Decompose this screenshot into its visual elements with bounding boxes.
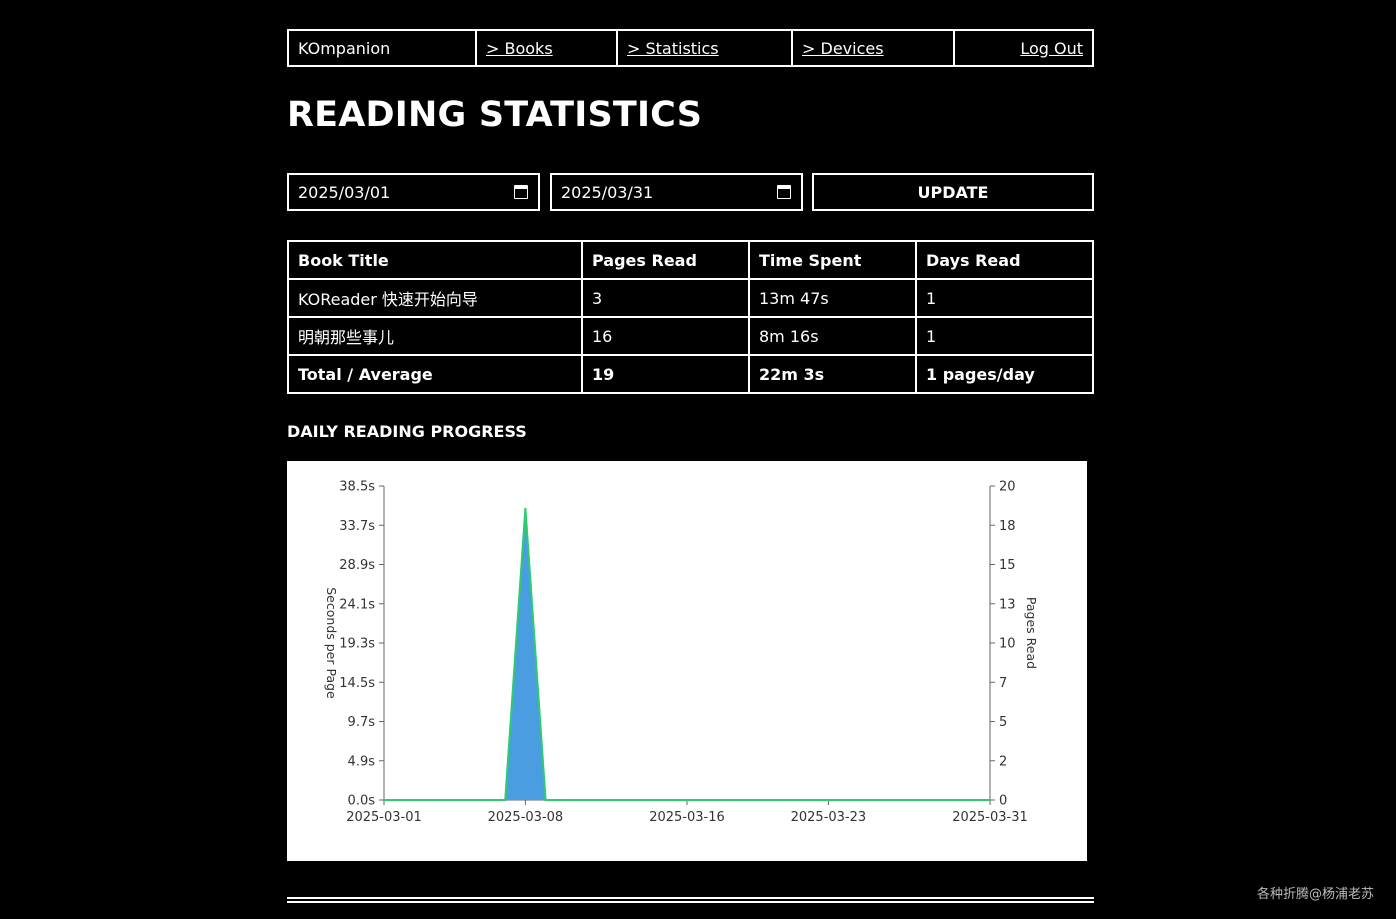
section-title: DAILY READING PROGRESS bbox=[287, 422, 527, 441]
start-date-input[interactable]: 2025/03/01 bbox=[287, 173, 540, 211]
series-line-pages-read bbox=[384, 507, 990, 801]
y-tick-label: 9.7s bbox=[348, 715, 376, 730]
nav-item-statistics[interactable]: > Statistics bbox=[618, 31, 793, 65]
pages-read-cell: 16 bbox=[581, 316, 750, 356]
statistics-link[interactable]: > Statistics bbox=[627, 38, 719, 58]
y-tick-label: 28.9s bbox=[339, 558, 375, 573]
column-header: Book Title bbox=[287, 240, 583, 280]
table-row: 明朝那些事儿 16 8m 16s 1 bbox=[287, 316, 1094, 356]
nav-brand: KOmpanion bbox=[289, 31, 477, 65]
book-title-cell: KOReader 快速开始向导 bbox=[287, 278, 583, 318]
book-title-cell: 明朝那些事儿 bbox=[287, 316, 583, 356]
y2-axis-title: Pages Read bbox=[1024, 597, 1039, 669]
x-tick-label: 2025-03-08 bbox=[488, 810, 564, 825]
x-tick-label: 2025-03-01 bbox=[346, 810, 422, 825]
y2-tick-label: 15 bbox=[999, 558, 1016, 573]
books-link[interactable]: > Books bbox=[486, 38, 553, 58]
column-header: Time Spent bbox=[748, 240, 917, 280]
daily-reading-chart: 0.0s 4.9s 9.7s 14.5s 19.3s 24.1s 28.9s 33.7s 38.… bbox=[287, 461, 1087, 861]
nav-item-logout[interactable]: Log Out bbox=[955, 31, 1092, 65]
y-tick-label: 14.5s bbox=[339, 676, 375, 691]
series-area-seconds-per-page bbox=[384, 508, 990, 800]
total-label-cell: Total / Average bbox=[287, 354, 583, 394]
y-axis-title: Seconds per Page bbox=[324, 587, 339, 699]
table-row: KOReader 快速开始向导 3 13m 47s 1 bbox=[287, 278, 1094, 318]
start-date-value: 2025/03/01 bbox=[298, 182, 391, 202]
total-time-cell: 22m 3s bbox=[748, 354, 917, 394]
time-spent-cell: 13m 47s bbox=[748, 278, 917, 318]
date-filter: 2025/03/01 2025/03/31 UPDATE bbox=[287, 173, 1094, 211]
average-days-cell: 1 pages/day bbox=[915, 354, 1094, 394]
x-tick-label: 2025-03-16 bbox=[649, 810, 725, 825]
y2-tick-label: 18 bbox=[999, 519, 1016, 534]
calendar-icon[interactable] bbox=[777, 185, 791, 199]
y2-tick-label: 2 bbox=[999, 754, 1007, 769]
logout-link[interactable]: Log Out bbox=[1020, 38, 1083, 58]
column-header: Days Read bbox=[915, 240, 1094, 280]
y-tick-label: 24.1s bbox=[339, 597, 375, 612]
table-header-row: Book Title Pages Read Time Spent Days Re… bbox=[287, 240, 1094, 280]
y2-tick-label: 20 bbox=[999, 480, 1016, 495]
y-tick-label: 38.5s bbox=[339, 480, 375, 495]
top-nav: KOmpanion > Books > Statistics > Devices… bbox=[287, 29, 1094, 67]
watermark: 各种折腾@杨浦老苏 bbox=[1257, 887, 1375, 902]
stats-table: Book Title Pages Read Time Spent Days Re… bbox=[287, 240, 1094, 394]
update-button[interactable]: UPDATE bbox=[812, 173, 1094, 211]
days-read-cell: 1 bbox=[915, 316, 1094, 356]
end-date-value: 2025/03/31 bbox=[561, 182, 654, 202]
calendar-icon[interactable] bbox=[514, 185, 528, 199]
y-tick-label: 4.9s bbox=[348, 754, 376, 769]
nav-item-devices[interactable]: > Devices bbox=[793, 31, 955, 65]
y-tick-label: 33.7s bbox=[339, 519, 375, 534]
end-date-input[interactable]: 2025/03/31 bbox=[550, 173, 803, 211]
divider bbox=[287, 901, 1094, 903]
y2-tick-label: 10 bbox=[999, 637, 1016, 652]
x-tick-label: 2025-03-23 bbox=[791, 810, 867, 825]
nav-item-books[interactable]: > Books bbox=[477, 31, 618, 65]
pages-read-cell: 3 bbox=[581, 278, 750, 318]
days-read-cell: 1 bbox=[915, 278, 1094, 318]
table-total-row: Total / Average 19 22m 3s 1 pages/day bbox=[287, 354, 1094, 394]
chart-svg: 0.0s 4.9s 9.7s 14.5s 19.3s 24.1s 28.9s 33.7s 38.… bbox=[324, 480, 1039, 826]
y2-tick-label: 7 bbox=[999, 676, 1007, 691]
page-title: READING STATISTICS bbox=[287, 95, 703, 135]
time-spent-cell: 8m 16s bbox=[748, 316, 917, 356]
page: KOmpanion > Books > Statistics > Devices… bbox=[287, 29, 1094, 903]
y2-tick-label: 13 bbox=[999, 597, 1016, 612]
column-header: Pages Read bbox=[581, 240, 750, 280]
brand-label: KOmpanion bbox=[298, 38, 391, 58]
y2-tick-label: 5 bbox=[999, 715, 1007, 730]
y-tick-label: 19.3s bbox=[339, 637, 375, 652]
divider bbox=[287, 897, 1094, 899]
x-tick-label: 2025-03-31 bbox=[952, 810, 1028, 825]
y-tick-label: 0.0s bbox=[348, 794, 376, 809]
total-pages-cell: 19 bbox=[581, 354, 750, 394]
devices-link[interactable]: > Devices bbox=[802, 38, 884, 58]
y2-tick-label: 0 bbox=[999, 794, 1007, 809]
